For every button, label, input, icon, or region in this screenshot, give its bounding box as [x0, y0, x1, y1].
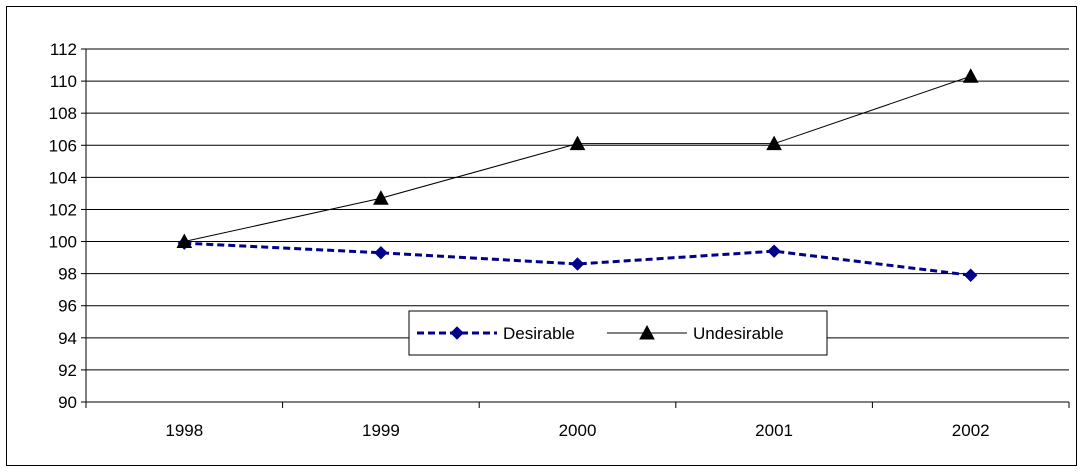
x-tick-label: 1998 — [165, 421, 203, 440]
data-point-undesirable — [569, 135, 586, 151]
y-tick-label: 98 — [58, 265, 77, 284]
data-point-undesirable — [176, 233, 193, 249]
y-tick-label: 108 — [49, 104, 77, 123]
x-tick-labels: 1998 1999 2000 2001 2002 — [165, 421, 989, 440]
data-point-desirable — [767, 244, 781, 258]
y-tick-label: 90 — [58, 393, 77, 412]
y-tick-label: 100 — [49, 233, 77, 252]
y-tick-label: 110 — [50, 72, 77, 91]
series-line-undesirable — [184, 75, 971, 243]
legend-marker-undesirable — [639, 324, 655, 340]
data-point-undesirable — [373, 190, 389, 205]
data-point-desirable — [963, 268, 978, 282]
x-tick-label: 2002 — [952, 421, 990, 440]
y-tick-label: 94 — [58, 329, 77, 348]
data-point-desirable — [374, 246, 388, 260]
legend: Desirable Undesirable — [408, 310, 828, 356]
y-tick-labels: 90 92 94 96 98 100 102 104 106 108 110 112 — [49, 40, 77, 412]
x-tick-label: 1999 — [362, 421, 400, 440]
y-tick-label: 92 — [58, 361, 77, 380]
legend-label-desirable: Desirable — [503, 324, 575, 343]
y-tick-label: 112 — [50, 40, 77, 59]
data-point-undesirable — [766, 135, 782, 151]
legend-marker-desirable — [450, 326, 464, 340]
x-tick-label: 2000 — [559, 421, 597, 440]
x-tick-label: 2001 — [755, 421, 793, 440]
data-point-desirable — [570, 257, 585, 271]
y-tick-label: 96 — [58, 297, 77, 316]
y-tick-label: 104 — [49, 168, 77, 187]
y-tick-label: 102 — [49, 200, 77, 219]
y-tick-label: 106 — [49, 136, 77, 155]
legend-label-undesirable: Undesirable — [693, 324, 784, 343]
data-point-undesirable — [962, 68, 979, 83]
series-group — [176, 68, 979, 282]
axes — [81, 48, 1070, 408]
